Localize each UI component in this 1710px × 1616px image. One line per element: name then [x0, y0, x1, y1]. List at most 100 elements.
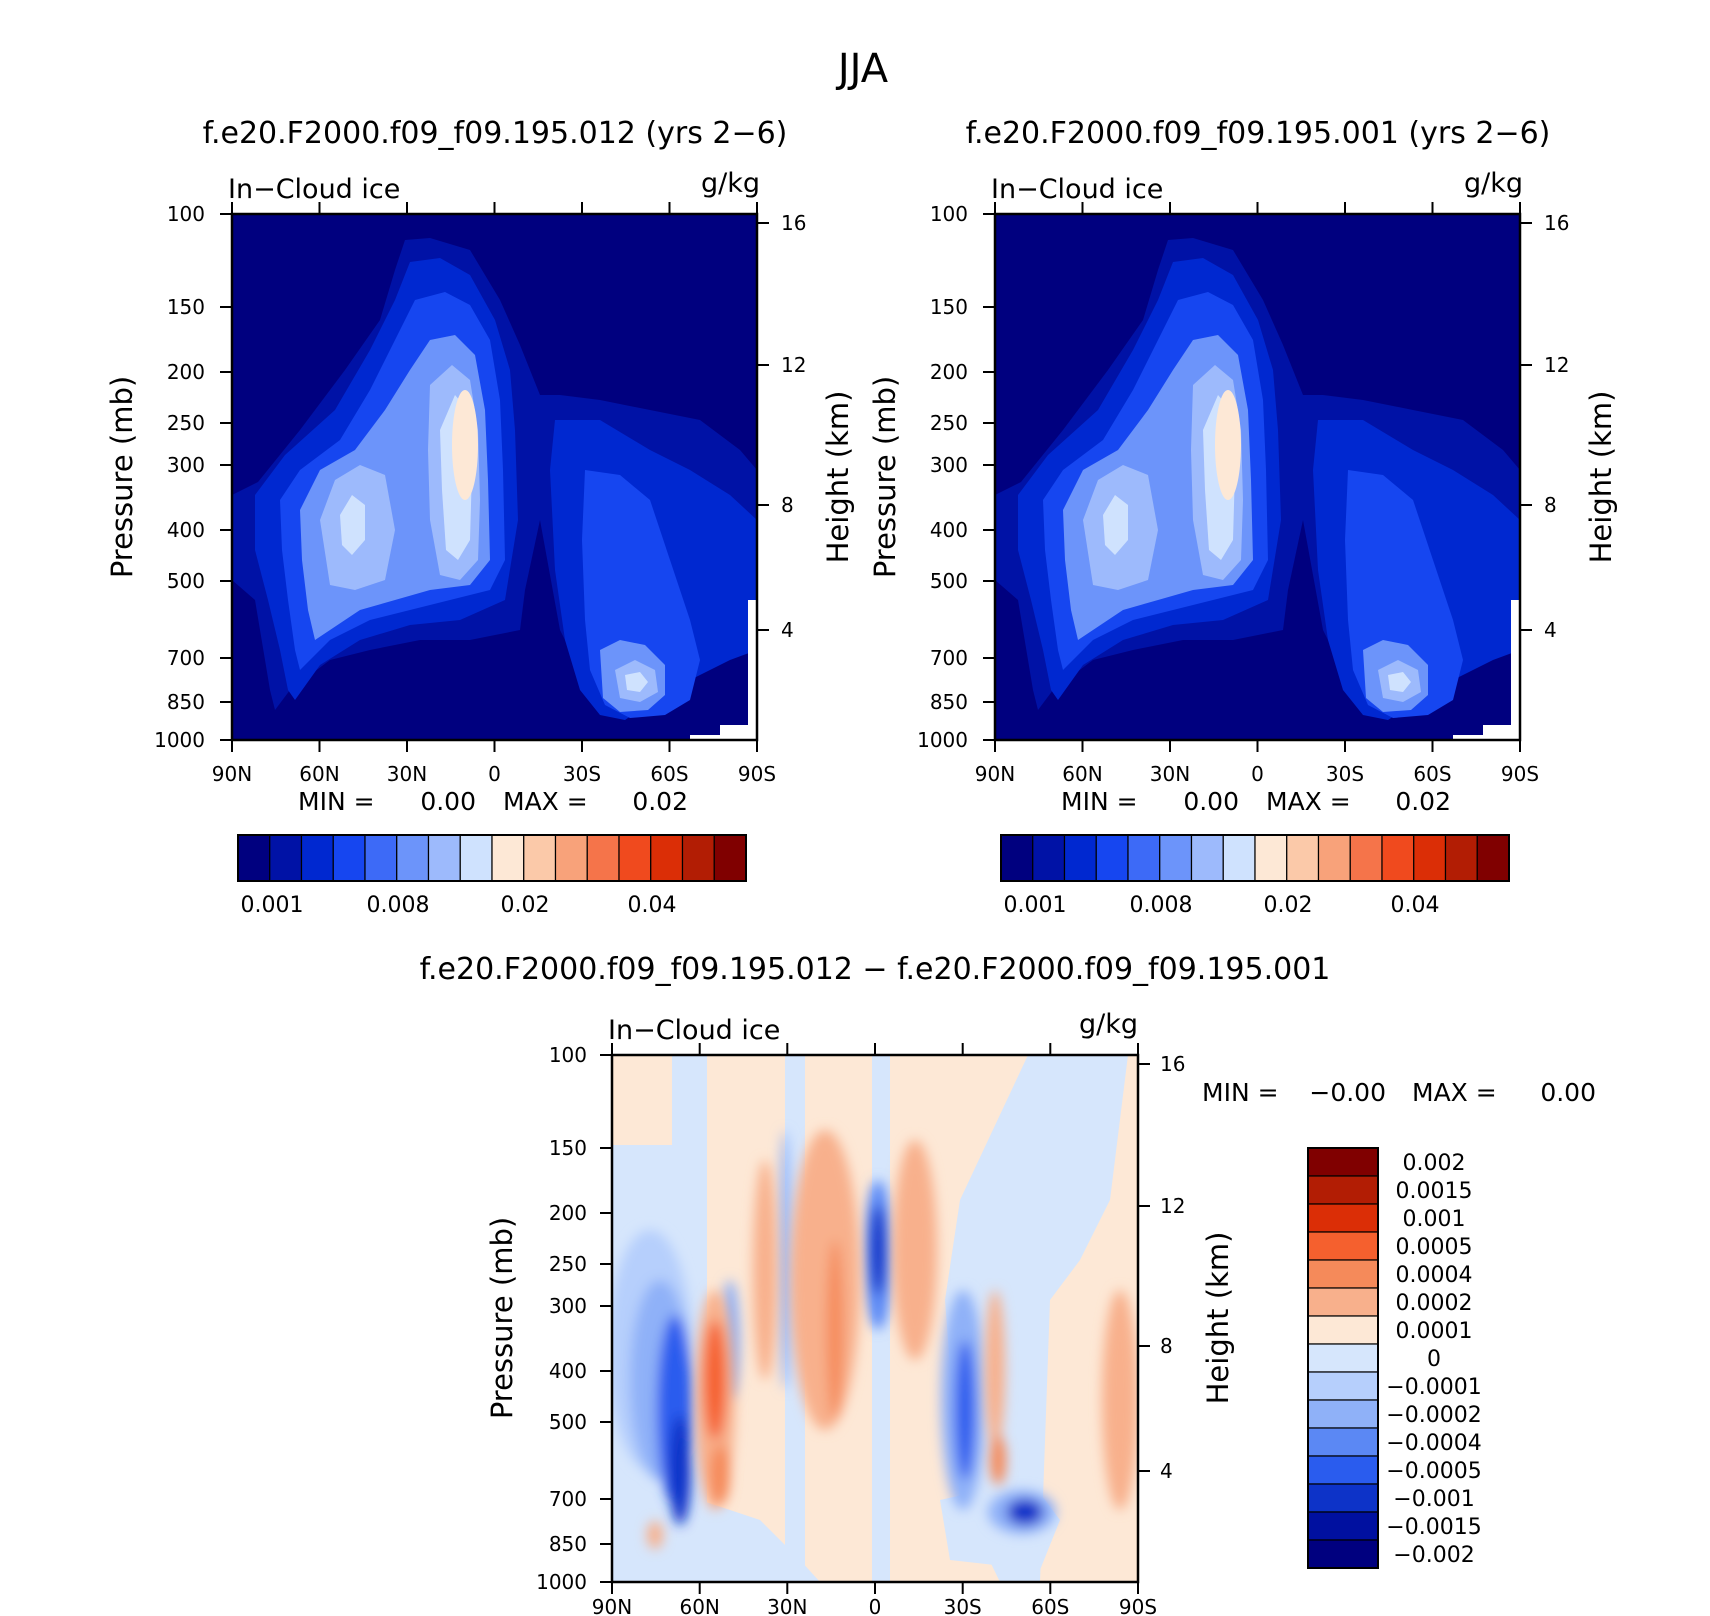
- max-label: MAX =: [503, 787, 588, 816]
- colorbar-swatch: [1307, 1287, 1379, 1317]
- y-tick-label: 500: [549, 1410, 587, 1434]
- contour-region: [1103, 495, 1128, 555]
- colorbar-swatch: [332, 834, 366, 882]
- colorbar-swatch: [1095, 834, 1129, 882]
- variable-label: In−Cloud ice: [228, 174, 400, 205]
- colorbar-swatch: [681, 834, 715, 882]
- y-tick-label: 100: [549, 1043, 587, 1067]
- max-label: MAX =: [1412, 1078, 1497, 1107]
- colorbar-tick-label: 0.008: [367, 893, 430, 918]
- y-tick-label: 150: [167, 295, 205, 319]
- height-tick-label: 8: [1160, 1334, 1173, 1358]
- height-tick-label: 16: [781, 211, 806, 235]
- colorbar-frame: [1307, 1147, 1379, 1569]
- max-label: MAX =: [1266, 787, 1351, 816]
- colorbar: [1307, 1147, 1379, 1569]
- colorbar-swatch: [1307, 1175, 1379, 1205]
- contour-region: [779, 1130, 791, 1390]
- figure-title: JJA: [835, 46, 889, 92]
- y-tick-label: 500: [167, 569, 205, 593]
- y-tick-label: 100: [930, 202, 968, 226]
- y-axis-right-label: Height (km): [821, 391, 855, 564]
- contour-region: [985, 1290, 1005, 1450]
- colorbar-swatch: [269, 834, 303, 882]
- colorbar-frame: [1000, 834, 1510, 882]
- colorbar-swatch: [523, 834, 557, 882]
- missing-data-corner: [1453, 600, 1520, 740]
- units-label: g/kg: [1079, 1009, 1138, 1040]
- x-tick-label: 60N: [1062, 762, 1102, 786]
- contour-region: [955, 1340, 975, 1480]
- colorbar-swatch: [1307, 1427, 1379, 1457]
- y-ticks-left: 100 150 200 250 300 400 500 700 850 1000: [154, 202, 232, 752]
- colorbar-tick-label: 0.001: [241, 893, 304, 918]
- x-tick-label: 90S: [1119, 1595, 1157, 1616]
- colorbar-swatch: [1307, 1343, 1379, 1373]
- contour-field: [612, 1055, 1138, 1582]
- height-tick-label: 8: [781, 493, 794, 517]
- x-tick-label: 0: [869, 1595, 882, 1616]
- colorbar-swatch: [1307, 1371, 1379, 1401]
- contour-region: [669, 1415, 691, 1525]
- y-tick-label: 1000: [536, 1570, 587, 1594]
- colorbar-swatch: [1307, 1511, 1379, 1541]
- x-tick-label: 30N: [1150, 762, 1190, 786]
- level-0.02: [1215, 390, 1241, 500]
- y-axis-right-label: Height (km): [1584, 391, 1618, 564]
- colorbar-swatch: [1413, 834, 1447, 882]
- contour-region: [647, 1521, 663, 1549]
- colorbar-swatch: [459, 834, 493, 882]
- y-tick-label: 150: [549, 1136, 587, 1160]
- panel-title: f.e20.F2000.f09_f09.195.001 (yrs 2−6): [966, 116, 1551, 151]
- height-tick-label: 4: [1160, 1459, 1173, 1483]
- variable-label: In−Cloud ice: [991, 174, 1163, 205]
- colorbar-swatch: [1254, 834, 1288, 882]
- y-ticks-left: 100 150 200 250 300 400 500 700 850 1000: [917, 202, 995, 752]
- min-max-readout: MIN = 0.00 MAX = 0.02: [1061, 787, 1451, 816]
- colorbar-tick-label: 0.04: [628, 893, 677, 918]
- colorbar-tick-label: 0.04: [1391, 893, 1440, 918]
- colorbar-swatch: [1307, 1315, 1379, 1345]
- colorbar-tick-label: 0.002: [1403, 1151, 1466, 1176]
- colorbar-frame: [237, 834, 747, 882]
- variable-label: In−Cloud ice: [608, 1015, 780, 1046]
- x-tick-label: 90S: [738, 762, 776, 786]
- x-tick-label: 60N: [679, 1595, 719, 1616]
- y-tick-label: 400: [549, 1359, 587, 1383]
- units-label: g/kg: [1464, 168, 1523, 199]
- y-tick-label: 700: [549, 1487, 587, 1511]
- contour-region: [1007, 1499, 1043, 1525]
- colorbar-swatch: [364, 834, 398, 882]
- contour-region: [753, 1160, 777, 1380]
- x-tick-label: 90N: [212, 762, 252, 786]
- x-tick-label: 30N: [387, 762, 427, 786]
- height-tick-label: 8: [1544, 493, 1557, 517]
- x-tick-label: 90S: [1501, 762, 1539, 786]
- panel-title: f.e20.F2000.f09_f09.195.012 − f.e20.F200…: [420, 952, 1331, 987]
- x-tick-label: 30N: [767, 1595, 807, 1616]
- x-tick-label: 30S: [944, 1595, 982, 1616]
- x-tick-label: 60S: [650, 762, 688, 786]
- colorbar-tick-label: −0.0001: [1386, 1375, 1481, 1400]
- x-tick-label: 60S: [1413, 762, 1451, 786]
- y-tick-label: 200: [167, 360, 205, 384]
- axes: 100 150 200 250 300 400 500 700 850 1000…: [105, 202, 855, 786]
- colorbar: [237, 834, 747, 882]
- colorbar-tick-label: 0.0005: [1396, 1235, 1473, 1260]
- contour-field: [232, 214, 757, 740]
- contour-region: [1102, 1290, 1138, 1510]
- colorbar-swatch: [618, 834, 652, 882]
- contour-region: [893, 1140, 937, 1360]
- colorbar-tick-label: 0: [1427, 1347, 1441, 1372]
- min-label: MIN =: [298, 787, 375, 816]
- colorbar-swatch: [650, 834, 684, 882]
- panel-model-001: f.e20.F2000.f09_f09.195.001 (yrs 2−6) In…: [868, 116, 1618, 918]
- contour-region: [1215, 390, 1241, 500]
- y-ticks-right: 16 12 8 4: [757, 211, 806, 642]
- y-tick-label: 400: [930, 518, 968, 542]
- colorbar-tick-label: 0.0001: [1396, 1319, 1473, 1344]
- colorbar-tick-label: 0.02: [501, 893, 550, 918]
- max-value: 0.02: [1395, 787, 1451, 816]
- height-tick-label: 16: [1160, 1052, 1185, 1076]
